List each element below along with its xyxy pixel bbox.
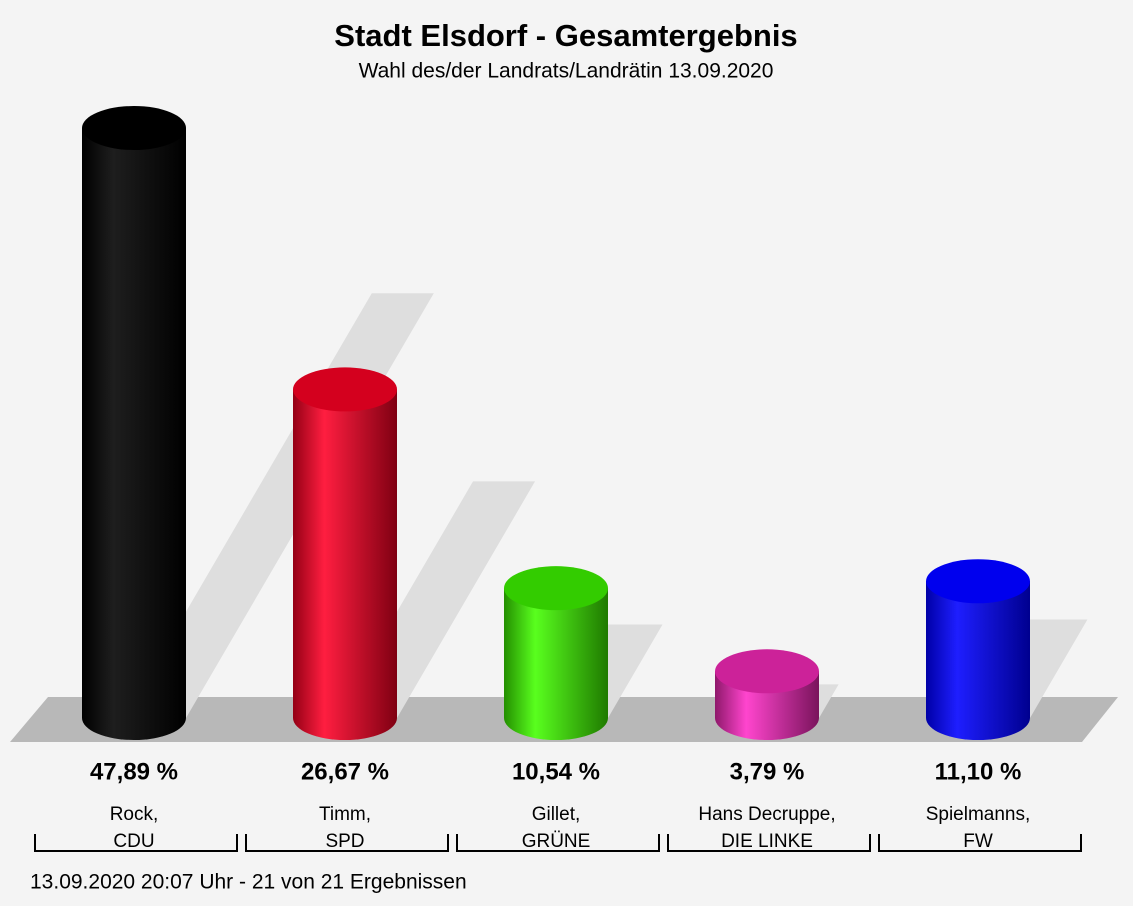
category-bracket <box>34 834 238 852</box>
x-tick-label: Hans Decruppe, <box>698 804 835 825</box>
chart-title: Stadt Elsdorf - Gesamtergebnis <box>334 18 797 53</box>
x-tick-label: SPD <box>325 831 364 852</box>
value-label: 47,89 % <box>90 758 178 785</box>
x-tick-label: Timm, <box>319 804 371 825</box>
bar <box>82 128 186 740</box>
x-tick-label: Rock, <box>110 804 159 825</box>
category-bracket <box>878 834 1082 852</box>
x-tick-label: Gillet, <box>532 804 581 825</box>
x-tick-label: CDU <box>113 831 154 852</box>
bar-top <box>504 566 608 611</box>
bar-top <box>715 649 819 694</box>
category-bracket <box>245 834 449 852</box>
x-tick-label: GRÜNE <box>522 831 591 852</box>
value-label: 26,67 % <box>301 758 389 785</box>
x-tick-label: Spielmanns, <box>926 804 1031 825</box>
x-tick-label: DIE LINKE <box>721 831 813 852</box>
category-bracket <box>667 834 871 852</box>
category-bracket <box>456 834 660 852</box>
bar-top <box>82 106 186 150</box>
value-label: 3,79 % <box>730 758 805 785</box>
bar-top <box>926 559 1030 604</box>
footer: 13.09.2020 20:07 Uhr - 21 von 21 Ergebni… <box>30 871 467 894</box>
bar <box>926 581 1030 740</box>
chart-subtitle: Wahl des/der Landrats/Landrätin 13.09.20… <box>359 60 774 83</box>
value-label: 11,10 % <box>935 758 1022 785</box>
x-tick-label: FW <box>963 831 993 852</box>
bar <box>293 389 397 740</box>
value-label: 10,54 % <box>512 758 600 785</box>
bar-top <box>293 367 397 412</box>
bar <box>504 588 608 740</box>
